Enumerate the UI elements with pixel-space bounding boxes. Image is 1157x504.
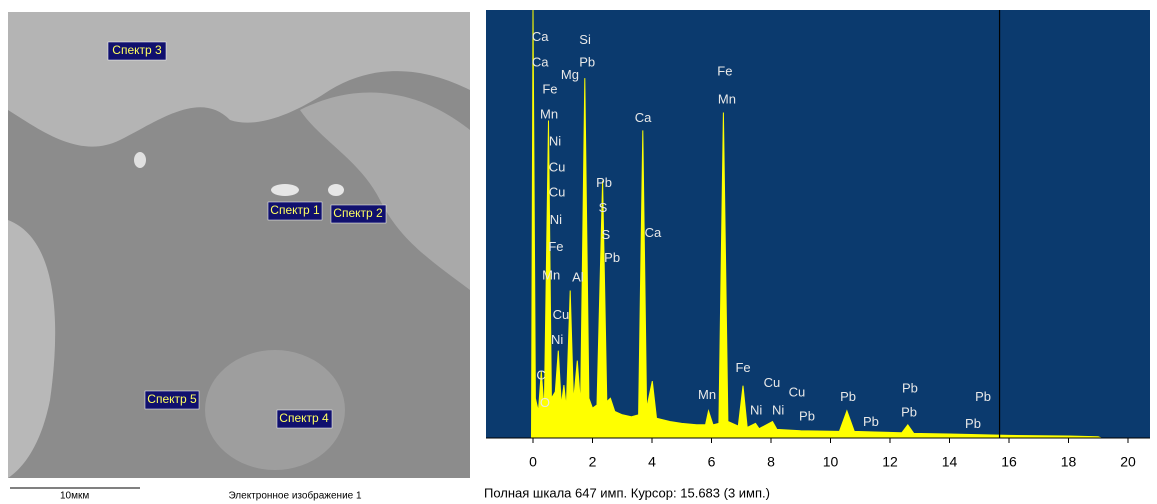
- label-text: Спектр 3: [112, 43, 162, 57]
- scale-text: 10мкм: [60, 491, 89, 502]
- peak-label: Ca: [635, 110, 652, 125]
- peak-label: Pb: [975, 389, 991, 404]
- plot-background: [486, 10, 1150, 438]
- label-text: Спектр 4: [279, 411, 329, 425]
- spectrum-area: [530, 10, 1102, 438]
- x-tick-label: 2: [589, 454, 597, 470]
- label-text: Спектр 5: [147, 392, 197, 406]
- peak-label: Mn: [718, 91, 736, 106]
- peak-label: Pb: [579, 54, 595, 69]
- peak-label: Si: [579, 32, 591, 47]
- peak-label: Pb: [902, 380, 918, 395]
- peak-label: Pb: [604, 250, 620, 265]
- peak-label: Fe: [717, 64, 732, 79]
- peak-label: Pb: [840, 389, 856, 404]
- peak-label: Ni: [549, 134, 561, 149]
- spectrum-label: Спектр 5: [144, 390, 200, 410]
- x-tick-label: 18: [1061, 454, 1077, 470]
- peak-label: Fe: [548, 239, 563, 254]
- peak-label: S: [602, 227, 611, 242]
- peak-label: Ca: [532, 29, 549, 44]
- particle: [271, 184, 299, 196]
- sem-image: Спектр 1 Спектр 2 Спектр 3 Спектр 4 Спек…: [8, 12, 470, 502]
- peak-label: C: [536, 367, 545, 382]
- peak-label: Ni: [550, 212, 562, 227]
- peak-label: Mn: [542, 267, 560, 282]
- footer: Полная шкала 647 имп. Курсор: 15.683 (3 …: [484, 485, 770, 500]
- particle: [328, 184, 344, 196]
- x-tick-label: 16: [1001, 454, 1017, 470]
- x-tick-label: 20: [1120, 454, 1136, 470]
- peak-label: Mn: [698, 387, 716, 402]
- peak-label: Fe: [735, 360, 750, 375]
- peak-label: Cu: [789, 384, 806, 399]
- peak-label: Pb: [901, 404, 917, 419]
- peak-label: Pb: [863, 414, 879, 429]
- spectrum-label: Спектр 2: [330, 204, 387, 224]
- peak-label: Pb: [965, 416, 981, 431]
- peak-label: Ni: [551, 332, 563, 347]
- peak-label: Ca: [532, 54, 549, 69]
- x-tick-label: 6: [708, 454, 716, 470]
- bright-region: [300, 92, 470, 290]
- peak-label: Al: [572, 269, 584, 284]
- x-tick-label: 8: [767, 454, 775, 470]
- peak-label: Pb: [799, 408, 815, 423]
- peak-label: O: [540, 395, 550, 410]
- x-tick-label: 0: [529, 454, 537, 470]
- peak-label: S: [599, 200, 608, 215]
- x-tick-label: 10: [823, 454, 839, 470]
- peak-label: Fe: [542, 81, 557, 96]
- peak-label: Ca: [645, 225, 662, 240]
- peak-label: Ni: [750, 402, 762, 417]
- peak-label: Pb: [596, 175, 612, 190]
- peak-label: Cu: [764, 375, 781, 390]
- label-text: Спектр 1: [270, 203, 320, 217]
- bright-region: [8, 220, 56, 478]
- peak-label: Cu: [553, 307, 570, 322]
- peak-label: Cu: [549, 185, 566, 200]
- spectrum-label: Спектр 3: [107, 41, 167, 61]
- label-text: Спектр 2: [333, 206, 383, 220]
- peak-label: Mn: [540, 107, 558, 122]
- caption: Электронное изображение 1: [228, 490, 362, 502]
- spectrum-label: Спектр 1: [267, 201, 323, 221]
- x-tick-label: 4: [648, 454, 656, 470]
- spectrum-label: Спектр 4: [276, 409, 333, 429]
- peak-label: Cu: [549, 160, 566, 175]
- x-tick-label: 14: [942, 454, 958, 470]
- particle: [134, 152, 146, 168]
- peak-label: Ni: [772, 402, 784, 417]
- x-tick-label: 12: [882, 454, 898, 470]
- bright-region: [205, 350, 345, 470]
- peak-label: Mg: [561, 67, 579, 82]
